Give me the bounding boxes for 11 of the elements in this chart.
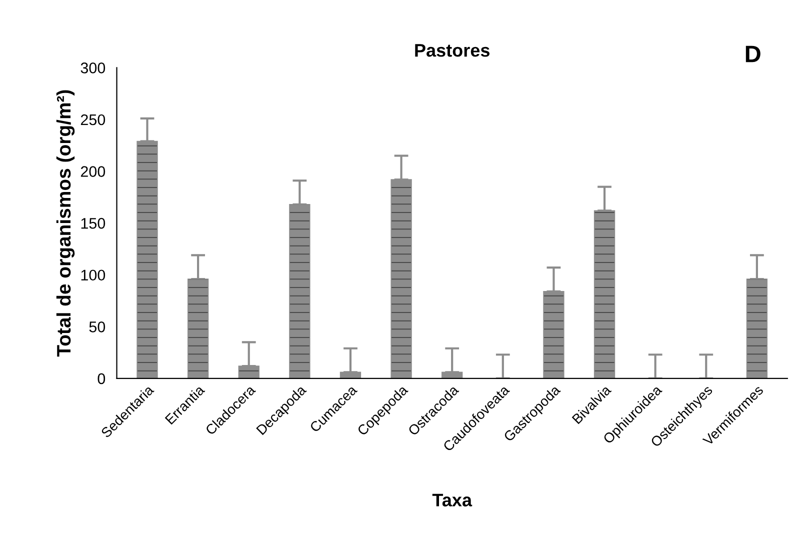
y-tick-label: 150 xyxy=(81,218,106,229)
chart-title: Pastores xyxy=(415,44,490,57)
y-tick-label: 200 xyxy=(80,166,106,177)
x-axis-title: Taxa xyxy=(432,494,472,506)
y-tick-label: 300 xyxy=(80,62,106,74)
y-tick-label: 0 xyxy=(98,373,106,384)
text: D xyxy=(746,46,760,62)
y-axis-title: Total de organismos (org/m²) xyxy=(56,90,75,357)
y-tick-label: 100 xyxy=(81,270,106,281)
y-tick-label: 250 xyxy=(80,114,106,126)
y-tick-label: 50 xyxy=(89,322,106,332)
